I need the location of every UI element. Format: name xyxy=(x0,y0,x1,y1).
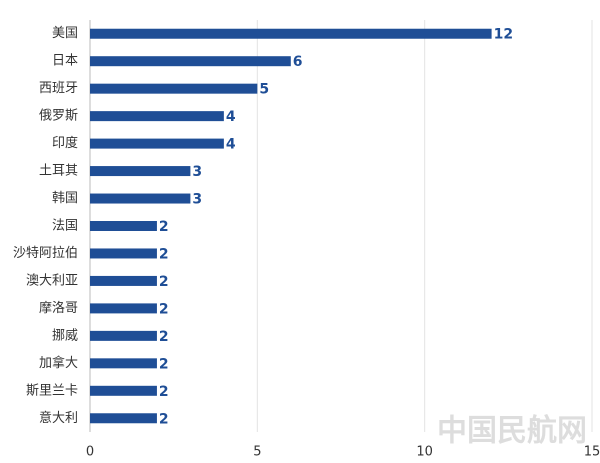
watermark: 中国民航网 xyxy=(437,414,587,449)
bar xyxy=(90,248,157,259)
data-label: 2 xyxy=(159,329,169,345)
bar xyxy=(90,221,157,231)
y-tick-label: 挪威 xyxy=(52,328,78,343)
y-tick-label: 法国 xyxy=(52,219,78,234)
y-tick-label: 俄罗斯 xyxy=(39,109,78,124)
data-label: 6 xyxy=(293,54,303,70)
bar xyxy=(90,83,258,94)
data-label: 4 xyxy=(226,109,236,125)
bar xyxy=(90,413,157,424)
y-tick-label: 意大利 xyxy=(39,410,78,426)
x-tick-label: 15 xyxy=(584,445,600,460)
data-label: 2 xyxy=(159,384,169,400)
data-label: 12 xyxy=(494,27,513,43)
x-tick-label: 0 xyxy=(86,445,94,460)
bar xyxy=(90,138,224,149)
y-tick-label: 加拿大 xyxy=(39,355,78,371)
data-label: 2 xyxy=(159,219,169,235)
data-label: 3 xyxy=(192,164,202,180)
bar xyxy=(90,28,492,39)
y-tick-label: 土耳其 xyxy=(39,164,78,179)
bar xyxy=(90,111,224,122)
data-label: 4 xyxy=(226,137,236,153)
y-tick-label: 沙特阿拉伯 xyxy=(13,246,78,261)
y-tick-label: 美国 xyxy=(52,26,78,41)
y-tick-label: 澳大利亚 xyxy=(26,272,78,288)
bar xyxy=(90,330,157,341)
data-label: 5 xyxy=(259,82,269,98)
y-tick-label: 西班牙 xyxy=(39,81,78,96)
bar xyxy=(90,193,191,204)
data-label: 3 xyxy=(192,192,202,208)
bar xyxy=(90,56,291,67)
y-tick-label: 斯里兰卡 xyxy=(26,383,78,398)
y-tick-label: 摩洛哥 xyxy=(39,300,78,316)
x-tick-label: 10 xyxy=(416,445,433,460)
y-tick-label: 韩国 xyxy=(52,191,78,206)
data-label: 2 xyxy=(159,411,169,427)
data-label: 2 xyxy=(159,246,169,262)
bar xyxy=(90,303,157,314)
bar xyxy=(90,275,157,286)
x-tick-label: 5 xyxy=(253,445,261,460)
data-label: 2 xyxy=(159,301,169,317)
data-label: 2 xyxy=(159,274,169,290)
y-tick-label: 印度 xyxy=(52,135,78,151)
bar xyxy=(90,358,157,369)
bar xyxy=(90,385,157,396)
bar xyxy=(90,166,191,177)
data-label: 2 xyxy=(159,356,169,372)
y-tick-label: 日本 xyxy=(52,54,78,69)
